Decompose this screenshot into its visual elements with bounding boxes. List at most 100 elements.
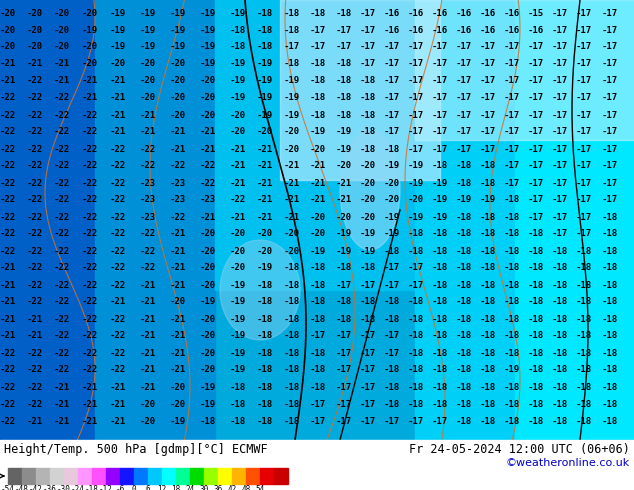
Text: Height/Temp. 500 hPa [gdmp][°C] ECMWF: Height/Temp. 500 hPa [gdmp][°C] ECMWF xyxy=(4,443,268,456)
Text: -21: -21 xyxy=(170,229,186,239)
Text: -16: -16 xyxy=(456,9,472,19)
Text: -19: -19 xyxy=(230,76,246,85)
Text: -17: -17 xyxy=(360,366,376,374)
Text: -20: -20 xyxy=(170,399,186,409)
Text: -18: -18 xyxy=(384,383,400,392)
Text: -17: -17 xyxy=(576,94,592,102)
Text: -18: -18 xyxy=(408,246,424,255)
Text: -21: -21 xyxy=(170,127,186,137)
Text: -17: -17 xyxy=(360,348,376,358)
Text: -18: -18 xyxy=(528,264,544,272)
Text: -18: -18 xyxy=(456,348,472,358)
Text: -20: -20 xyxy=(336,162,352,171)
Text: -19: -19 xyxy=(230,9,246,19)
Bar xyxy=(190,468,204,484)
Text: -22: -22 xyxy=(140,145,156,153)
Text: -22: -22 xyxy=(27,399,43,409)
Text: -21: -21 xyxy=(140,383,156,392)
Text: -23: -23 xyxy=(170,196,186,204)
Text: -22: -22 xyxy=(54,348,70,358)
Text: -20: -20 xyxy=(257,246,273,255)
Text: -17: -17 xyxy=(552,43,568,51)
Text: -16: -16 xyxy=(384,9,400,19)
Text: -19: -19 xyxy=(408,178,424,188)
Text: -20: -20 xyxy=(200,76,216,85)
Text: -19: -19 xyxy=(432,196,448,204)
Text: -21: -21 xyxy=(140,348,156,358)
Text: 24: 24 xyxy=(185,485,195,490)
Text: -22: -22 xyxy=(200,178,216,188)
Text: -18: -18 xyxy=(480,280,496,290)
Text: -22: -22 xyxy=(82,145,98,153)
Text: -19: -19 xyxy=(170,416,186,425)
Text: -17: -17 xyxy=(408,280,424,290)
Text: -20: -20 xyxy=(257,229,273,239)
Text: -20: -20 xyxy=(408,196,424,204)
Text: -21: -21 xyxy=(200,213,216,221)
Text: -17: -17 xyxy=(480,127,496,137)
Text: -19: -19 xyxy=(336,145,352,153)
Text: -17: -17 xyxy=(432,76,448,85)
Text: -22: -22 xyxy=(27,127,43,137)
Bar xyxy=(120,468,134,484)
Text: -17: -17 xyxy=(576,76,592,85)
Bar xyxy=(162,468,176,484)
Bar xyxy=(0,0,95,440)
Text: -18: -18 xyxy=(480,229,496,239)
Text: -18: -18 xyxy=(432,399,448,409)
Text: -21: -21 xyxy=(284,213,300,221)
Text: 42: 42 xyxy=(228,485,236,490)
Text: -21: -21 xyxy=(110,383,126,392)
Text: -18: -18 xyxy=(336,111,352,120)
Text: -21: -21 xyxy=(140,366,156,374)
Text: -18: -18 xyxy=(504,399,520,409)
Text: -18: -18 xyxy=(432,162,448,171)
Text: -17: -17 xyxy=(552,94,568,102)
Text: -22: -22 xyxy=(27,246,43,255)
Text: -18: -18 xyxy=(504,196,520,204)
Text: -21: -21 xyxy=(110,76,126,85)
Text: -22: -22 xyxy=(110,264,126,272)
Text: -20: -20 xyxy=(230,127,246,137)
Text: 12: 12 xyxy=(157,485,167,490)
Text: -17: -17 xyxy=(576,9,592,19)
Text: -18: -18 xyxy=(456,399,472,409)
Text: -18: -18 xyxy=(602,264,618,272)
Text: -18: -18 xyxy=(504,383,520,392)
Bar xyxy=(64,468,78,484)
Text: -18: -18 xyxy=(528,297,544,307)
Text: -22: -22 xyxy=(110,178,126,188)
Text: -22: -22 xyxy=(54,111,70,120)
Text: -20: -20 xyxy=(54,43,70,51)
Text: -16: -16 xyxy=(408,26,424,35)
Text: -18: -18 xyxy=(480,383,496,392)
Text: -19: -19 xyxy=(257,111,273,120)
Text: -22: -22 xyxy=(27,145,43,153)
Text: -19: -19 xyxy=(110,43,126,51)
Text: -20: -20 xyxy=(200,111,216,120)
Text: -15: -15 xyxy=(528,9,544,19)
Text: -22: -22 xyxy=(27,264,43,272)
Text: -19: -19 xyxy=(170,26,186,35)
Text: -17: -17 xyxy=(336,280,352,290)
Text: -22: -22 xyxy=(54,178,70,188)
Text: -22: -22 xyxy=(82,213,98,221)
Text: -18: -18 xyxy=(552,416,568,425)
Text: -18: -18 xyxy=(360,264,376,272)
Text: -21: -21 xyxy=(170,315,186,323)
Text: -18: -18 xyxy=(284,26,300,35)
Text: -18: -18 xyxy=(480,297,496,307)
Text: -17: -17 xyxy=(456,94,472,102)
Text: -17: -17 xyxy=(408,264,424,272)
Bar xyxy=(36,468,50,484)
Text: -54: -54 xyxy=(1,485,15,490)
Text: -18: -18 xyxy=(310,111,326,120)
Text: -17: -17 xyxy=(602,145,618,153)
Text: -21: -21 xyxy=(0,332,16,341)
Text: -17: -17 xyxy=(432,127,448,137)
Text: -18: -18 xyxy=(480,416,496,425)
Text: -19: -19 xyxy=(408,213,424,221)
Text: -17: -17 xyxy=(336,348,352,358)
Text: -18: -18 xyxy=(480,399,496,409)
Text: -20: -20 xyxy=(200,229,216,239)
